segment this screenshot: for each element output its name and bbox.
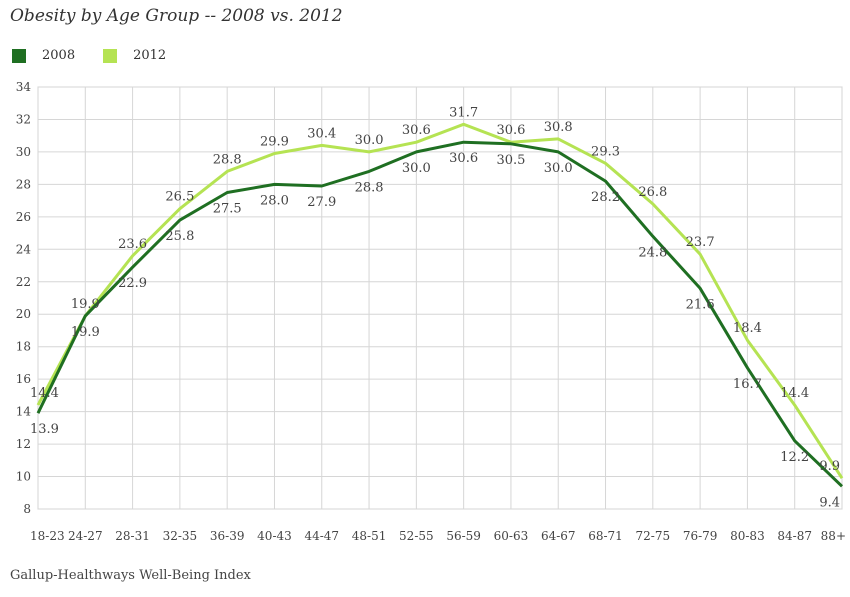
x-tick-label: 64-67 — [541, 529, 576, 543]
data-label-2008: 30.0 — [402, 161, 431, 176]
x-tick-label: 48-51 — [352, 529, 387, 543]
legend: 2008 2012 — [12, 48, 194, 63]
x-tick-label: 40-43 — [257, 529, 292, 543]
y-tick-label: 28 — [16, 177, 31, 191]
data-label-2008: 27.5 — [213, 202, 242, 217]
x-tick-label: 80-83 — [730, 529, 765, 543]
legend-item-2012: 2012 — [103, 48, 166, 63]
data-label-2008: 22.9 — [118, 276, 147, 291]
data-label-2012: 23.7 — [686, 235, 715, 250]
data-label-2008: 9.4 — [819, 495, 840, 510]
y-tick-label: 20 — [16, 307, 31, 321]
data-label-2008: 28.8 — [355, 180, 384, 195]
data-label-2012: 29.9 — [260, 135, 289, 150]
y-tick-label: 26 — [16, 210, 31, 224]
data-label-2008: 21.6 — [686, 297, 715, 312]
data-label-2008: 16.7 — [733, 377, 762, 392]
chart-title: Obesity by Age Group -- 2008 vs. 2012 — [10, 6, 343, 26]
legend-label-2008: 2008 — [42, 48, 76, 63]
data-label-2012: 26.8 — [638, 185, 667, 200]
data-label-2008: 27.9 — [307, 195, 336, 210]
x-tick-label: 84-87 — [777, 529, 812, 543]
data-label-2008: 28.0 — [260, 193, 289, 208]
data-label-2008: 12.2 — [780, 450, 809, 465]
data-label-2008: 30.6 — [449, 151, 478, 166]
x-tick-label: 72-75 — [636, 529, 671, 543]
y-tick-label: 30 — [16, 145, 31, 159]
y-tick-label: 12 — [16, 437, 31, 451]
legend-label-2012: 2012 — [133, 48, 167, 63]
data-label-2008: 30.0 — [544, 161, 573, 176]
data-label-2012: 18.4 — [733, 321, 762, 336]
x-tick-label: 76-79 — [683, 529, 718, 543]
y-tick-label: 10 — [16, 470, 31, 484]
y-tick-label: 24 — [16, 242, 32, 256]
y-tick-label: 34 — [16, 80, 32, 94]
data-label-2012: 30.4 — [307, 126, 336, 141]
data-label-2012: 28.8 — [213, 152, 242, 167]
data-label-2012: 23.6 — [118, 237, 147, 252]
data-label-2008: 30.5 — [496, 153, 525, 168]
data-label-2012: 19.9 — [71, 297, 100, 312]
source-note: Gallup-Healthways Well-Being Index — [10, 568, 251, 583]
x-tick-label: 56-59 — [446, 529, 481, 543]
x-tick-label: 44-47 — [304, 529, 339, 543]
legend-swatch-2012 — [103, 48, 118, 63]
data-label-2012: 30.6 — [496, 123, 525, 138]
x-tick-label: 32-35 — [163, 529, 198, 543]
data-label-2012: 29.3 — [591, 144, 620, 159]
plot-frame — [37, 86, 843, 510]
series-line-2012 — [36, 122, 844, 480]
data-label-2008: 19.9 — [71, 325, 100, 340]
data-label-2012: 26.5 — [165, 190, 194, 205]
x-tick-label: 60-63 — [494, 529, 529, 543]
data-label-2012: 14.4 — [30, 386, 59, 401]
data-label-2008: 25.8 — [165, 229, 194, 244]
x-tick-label: 52-55 — [399, 529, 434, 543]
x-tick-label: 68-71 — [588, 529, 623, 543]
data-label-2008: 24.8 — [638, 245, 667, 260]
data-label-2008: 13.9 — [30, 422, 59, 437]
data-label-2012: 31.7 — [449, 105, 478, 120]
data-label-2012: 30.8 — [544, 120, 573, 135]
y-tick-label: 18 — [16, 340, 31, 354]
x-tick-label: 18-23 — [30, 529, 65, 543]
data-label-2012: 9.9 — [819, 459, 840, 474]
legend-item-2008: 2008 — [12, 48, 75, 63]
y-tick-label: 22 — [16, 275, 31, 289]
x-tick-label: 36-39 — [210, 529, 245, 543]
data-label-2008: 28.2 — [591, 190, 620, 205]
y-tick-label: 14 — [16, 405, 32, 419]
series-line-2008 — [36, 140, 844, 488]
data-label-2012: 30.0 — [355, 133, 384, 148]
y-tick-label: 16 — [16, 372, 31, 386]
x-tick-label: 24-27 — [68, 529, 103, 543]
x-tick-label: 28-31 — [115, 529, 150, 543]
data-label-2012: 30.6 — [402, 123, 431, 138]
y-tick-label: 8 — [23, 502, 31, 516]
legend-swatch-2008 — [12, 48, 26, 63]
x-tick-label: 88+ — [821, 529, 846, 543]
data-label-2012: 14.4 — [780, 386, 809, 401]
y-tick-label: 32 — [16, 112, 31, 126]
